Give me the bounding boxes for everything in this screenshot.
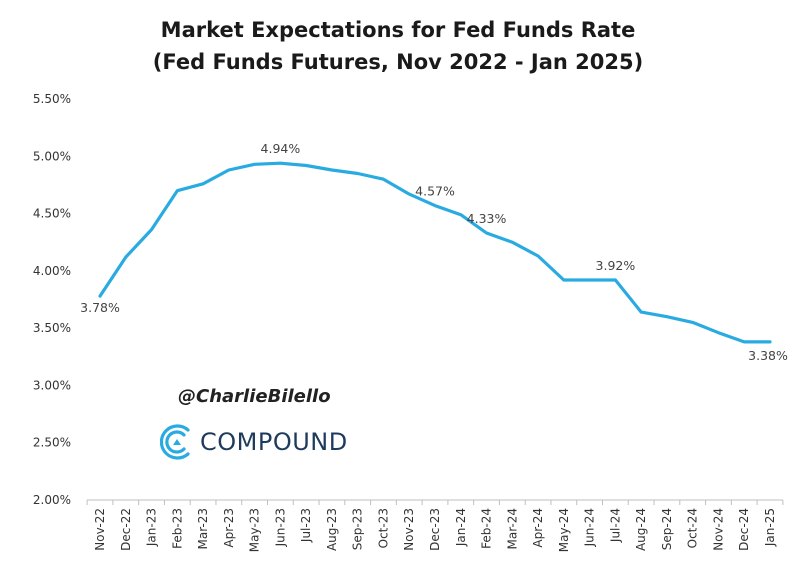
x-tick-label: Jun-24 [583, 508, 597, 547]
x-tick-label: Mar-24 [505, 508, 519, 549]
x-tick-label: Dec-24 [737, 508, 751, 551]
y-tick-label: 3.00% [33, 378, 71, 392]
y-tick-label: 5.50% [33, 92, 71, 106]
x-tick-label: Dec-23 [428, 508, 442, 551]
x-tick-label: Nov-22 [93, 508, 107, 551]
x-axis: Nov-22 Dec-22 Jan-23 Feb-23 Mar-23 Apr-23 May-… [86, 499, 784, 552]
x-tick-label: May-24 [557, 508, 571, 552]
x-tick-label: Apr-24 [531, 508, 545, 548]
x-tick-label: Mar-23 [196, 508, 210, 549]
data-label: 4.94% [261, 141, 301, 156]
chart-title-line2: (Fed Funds Futures, Nov 2022 - Jan 2025) [152, 50, 644, 74]
x-tick-label: Feb-24 [480, 508, 494, 549]
x-tick-label: Feb-23 [170, 508, 184, 549]
x-tick-label: Oct-23 [376, 508, 390, 548]
data-label: 4.57% [415, 184, 455, 199]
x-tick-label: Dec-22 [119, 508, 133, 551]
x-tick-label: Jan-23 [145, 508, 159, 547]
x-tick-label: Sep-23 [351, 508, 365, 550]
x-tick-label: Nov-23 [402, 508, 416, 551]
attribution-handle: @CharlieBilello [178, 386, 331, 407]
chart-title: Market Expectations for Fed Funds Rate (… [0, 14, 796, 78]
y-tick-label: 2.50% [33, 436, 71, 450]
data-label: 3.92% [596, 258, 636, 273]
logo-text: COMPOUND [200, 428, 348, 456]
y-tick-label: 2.00% [33, 493, 71, 507]
data-label: 3.38% [748, 348, 788, 363]
y-tick-label: 4.50% [33, 207, 71, 221]
y-axis: 2.00% 2.50% 3.00% 3.50% 4.00% 4.50% 5.00% 5.50% [33, 92, 71, 507]
x-tick-label: Apr-23 [222, 508, 236, 548]
x-tick-label: Jan-24 [454, 508, 468, 547]
compound-logo: COMPOUND [160, 422, 348, 462]
y-tick-label: 5.00% [33, 149, 71, 163]
data-labels: 3.78% 4.94% 4.57% 4.33% 3.92% 3.38% [80, 141, 788, 363]
data-label: 4.33% [467, 211, 507, 226]
x-tick-label: Jan-25 [763, 508, 777, 547]
y-tick-label: 3.50% [33, 321, 71, 335]
x-tick-label: Jun-23 [273, 508, 287, 547]
series-group [98, 161, 772, 344]
compound-logo-icon [160, 424, 190, 460]
data-label: 3.78% [80, 300, 120, 315]
x-tick-label: Aug-24 [634, 508, 648, 551]
y-tick-label: 4.00% [33, 264, 71, 278]
x-tick-label: Nov-24 [711, 508, 725, 551]
series-line [98, 161, 772, 344]
x-tick-label: Jul-23 [299, 508, 313, 543]
x-tick-label: Jul-24 [608, 508, 622, 543]
chart-title-line1: Market Expectations for Fed Funds Rate [160, 18, 636, 42]
x-tick-label: May-23 [248, 508, 262, 552]
x-tick-label: Sep-24 [660, 508, 674, 550]
x-tick-label: Aug-23 [325, 508, 339, 551]
x-tick-label: Oct-24 [686, 508, 700, 548]
